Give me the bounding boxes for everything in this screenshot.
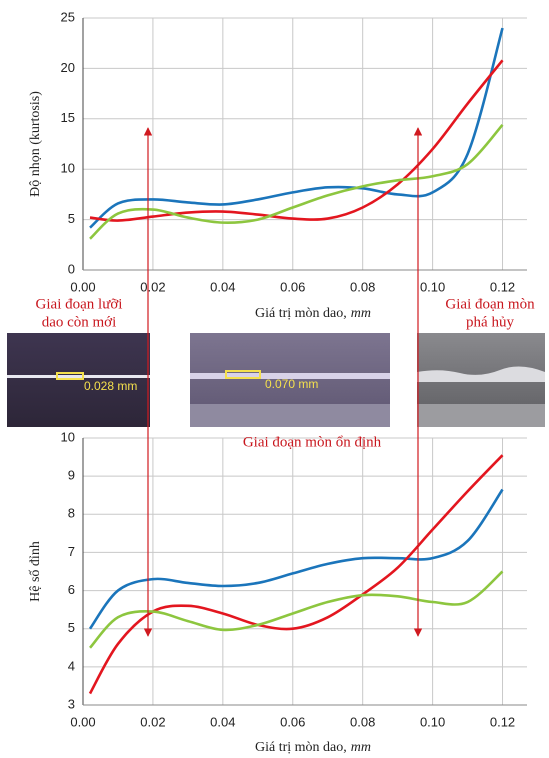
edge: [7, 375, 150, 378]
y-tick-label: 6: [68, 582, 75, 597]
x-tick-label: 0.06: [280, 279, 305, 294]
edge: [190, 373, 390, 379]
y-axis-title: Độ nhọn (kurtosis): [28, 91, 43, 197]
y-tick-label: 5: [68, 620, 75, 635]
y-tick-label: 20: [61, 60, 75, 75]
band: [417, 404, 545, 427]
x-tick-label: 0.10: [420, 714, 445, 729]
line-series: [89, 123, 504, 240]
y-tick-label: 25: [61, 9, 75, 24]
annotation: phá hủy: [466, 314, 514, 330]
image-label: 0.070 mm: [265, 377, 318, 391]
annotation: Giai đoạn mòn ổn định: [243, 434, 382, 450]
annotation: Giai đoạn mòn: [445, 296, 535, 312]
line-series: [89, 27, 504, 229]
images: 0.028 mm 0.070 mm: [7, 333, 545, 427]
line-series: [88, 454, 504, 695]
y-tick-label: 7: [68, 544, 75, 559]
x-tick-label: 0.00: [70, 714, 95, 729]
marker: [225, 370, 261, 379]
x-axis-title-text: Giá trị mòn dao,: [255, 740, 347, 755]
image-label: 0.028 mm: [84, 379, 137, 393]
annotation: dao còn mới: [42, 314, 117, 330]
x-tick-label: 0.10: [420, 279, 445, 294]
x-tick-label: 0.08: [350, 279, 375, 294]
x-axis-title-text: Giá trị mòn dao,: [255, 306, 347, 321]
y-axis-title: Hệ số đỉnh: [28, 541, 43, 602]
x-axis-title-unit: mm: [351, 740, 371, 755]
line-series: [89, 570, 504, 649]
x-tick-label: 0.12: [490, 279, 515, 294]
x-tick-label: 0.02: [140, 279, 165, 294]
charts: 0 5 10 15 20 25 0.00 0.02 0.04 0.06 0.08 0.10 0.12 Độ…: [28, 9, 527, 755]
x-axis-title: Giá trị mòn dao, mm: [255, 740, 371, 755]
x-tick-label: 0.06: [280, 714, 305, 729]
x-tick-label: 0.00: [70, 279, 95, 294]
y-tick-label: 8: [68, 506, 75, 521]
x-axis-title-unit: mm: [351, 306, 371, 321]
line-series: [89, 59, 504, 222]
y-tick-label: 0: [68, 261, 75, 276]
x-tick-label: 0.02: [140, 714, 165, 729]
line-series: [88, 488, 504, 630]
annotation: Giai đoạn lưỡi: [36, 296, 123, 312]
y-tick-label: 3: [68, 696, 75, 711]
band: [190, 404, 390, 427]
x-tick-label: 0.04: [210, 279, 235, 294]
y-tick-label: 4: [68, 658, 75, 673]
x-tick-label: 0.08: [350, 714, 375, 729]
x-axis-title: Giá trị mòn dao, mm: [255, 306, 371, 321]
y-tick-label: 10: [61, 429, 75, 444]
y-tick-label: 9: [68, 468, 75, 483]
edge: [417, 366, 545, 382]
y-tick-label: 10: [61, 161, 75, 176]
y-tick-label: 5: [68, 211, 75, 226]
y-tick-label: 15: [61, 110, 75, 125]
marker: [56, 372, 84, 380]
x-tick-label: 0.12: [490, 714, 515, 729]
x-tick-label: 0.04: [210, 714, 235, 729]
